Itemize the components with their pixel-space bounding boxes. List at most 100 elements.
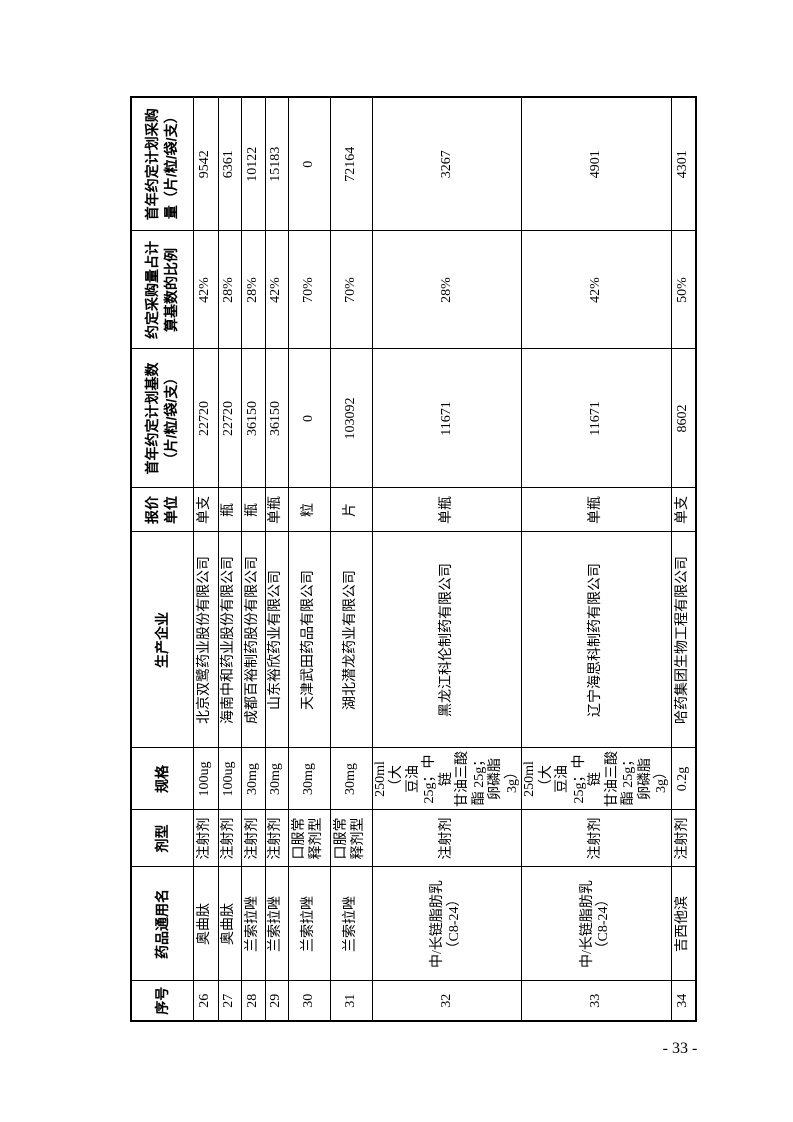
cell-purchase-qty: 6361: [218, 97, 241, 231]
cell-base-amount: 0: [288, 349, 330, 488]
cell-ratio: 42%: [265, 231, 288, 349]
cell-ratio: 28%: [218, 231, 241, 349]
cell-dosage-form: 注射剂: [521, 810, 672, 867]
cell-spec: 250ml（大 豆油 25g；中链 甘油三酸 酯 25g； 卵磷脂 3g）: [372, 748, 522, 810]
header-base-amount: 首年约定计划基数 （片/粒/袋/支）: [131, 349, 193, 488]
cell-serial: 30: [288, 981, 330, 1021]
rotated-table-canvas: 序号 药品通用名 剂型 规格 生产企业 报价 单位 首年约定计划基数 （片/粒/…: [130, 96, 698, 1022]
cell-manufacturer: 湖北潜龙药业有限公司: [330, 532, 372, 748]
cell-ratio: 50%: [671, 231, 697, 349]
cell-serial: 27: [218, 981, 241, 1021]
table-row-28: 28 兰索拉唑 注射剂 30mg 成都百裕制药股份有限公司 瓶 36150 28…: [241, 97, 265, 1021]
cell-ratio: 42%: [521, 231, 672, 349]
cell-drug-name: 兰索拉唑: [265, 867, 288, 981]
cell-dosage-form: 注射剂: [265, 810, 288, 867]
cell-spec: 30mg: [241, 748, 265, 810]
table-header-row: 序号 药品通用名 剂型 规格 生产企业 报价 单位 首年约定计划基数 （片/粒/…: [131, 97, 193, 1021]
cell-quote-unit: 片: [330, 488, 372, 532]
cell-drug-name: 兰索拉唑: [288, 867, 330, 981]
cell-spec: 30mg: [330, 748, 372, 810]
header-ratio: 约定采购量占计 算基数的比例: [131, 231, 193, 349]
cell-ratio: 70%: [288, 231, 330, 349]
cell-serial: 26: [193, 981, 218, 1021]
cell-manufacturer: 哈药集团生物工程有限公司: [671, 532, 697, 748]
cell-manufacturer: 天津武田药品有限公司: [288, 532, 330, 748]
cell-spec: 0.2g: [671, 748, 697, 810]
cell-spec: 30mg: [265, 748, 288, 810]
cell-quote-unit: 单瓶: [521, 488, 672, 532]
cell-dosage-form: 口服常 释剂型: [288, 810, 330, 867]
cell-base-amount: 103092: [330, 349, 372, 488]
cell-dosage-form: 注射剂: [218, 810, 241, 867]
cell-spec: 100ug: [218, 748, 241, 810]
cell-spec: 30mg: [288, 748, 330, 810]
cell-manufacturer: 辽宁海思科制药有限公司: [521, 532, 672, 748]
cell-purchase-qty: 3267: [372, 97, 522, 231]
table-row-27: 27 奥曲肽 注射剂 100ug 海南中和药业股份有限公司 瓶 22720 28…: [218, 97, 241, 1021]
procurement-table: 序号 药品通用名 剂型 规格 生产企业 报价 单位 首年约定计划基数 （片/粒/…: [130, 96, 698, 1022]
cell-drug-name: 奥曲肽: [193, 867, 218, 981]
table-row-26: 26 奥曲肽 注射剂 100ug 北京双鹭药业股份有限公司 单支 22720 4…: [193, 97, 218, 1021]
cell-manufacturer: 黑龙江科伦制药有限公司: [372, 532, 522, 748]
cell-ratio: 28%: [372, 231, 522, 349]
cell-serial: 33: [521, 981, 672, 1021]
table-row-34: 34 吉西他滨 注射剂 0.2g 哈药集团生物工程有限公司 单支 8602 50…: [671, 97, 697, 1021]
cell-purchase-qty: 72164: [330, 97, 372, 231]
cell-base-amount: 22720: [218, 349, 241, 488]
cell-serial: 32: [372, 981, 522, 1021]
cell-purchase-qty: 9542: [193, 97, 218, 231]
page-number: - 33 -: [662, 1040, 698, 1057]
table-row-29: 29 兰索拉唑 注射剂 30mg 山东裕欣药业有限公司 单瓶 36150 42%…: [265, 97, 288, 1021]
table-row-33: 33 中/长链脂肪乳 （C8-24） 注射剂 250ml（大 豆油 25g；中链…: [521, 97, 672, 1021]
cell-purchase-qty: 4901: [521, 97, 672, 231]
cell-quote-unit: 瓶: [218, 488, 241, 532]
cell-drug-name: 中/长链脂肪乳 （C8-24）: [521, 867, 672, 981]
cell-base-amount: 11671: [372, 349, 522, 488]
cell-quote-unit: 单瓶: [372, 488, 522, 532]
cell-serial: 28: [241, 981, 265, 1021]
header-purchase-qty: 首年约定计划采购 量（片/粒/袋/支）: [131, 97, 193, 231]
cell-serial: 31: [330, 981, 372, 1021]
cell-dosage-form: 口服常 释剂型: [330, 810, 372, 867]
cell-manufacturer: 山东裕欣药业有限公司: [265, 532, 288, 748]
header-quote-unit: 报价 单位: [131, 488, 193, 532]
cell-purchase-qty: 15183: [265, 97, 288, 231]
cell-manufacturer: 成都百裕制药股份有限公司: [241, 532, 265, 748]
cell-manufacturer: 海南中和药业股份有限公司: [218, 532, 241, 748]
cell-base-amount: 8602: [671, 349, 697, 488]
cell-ratio: 70%: [330, 231, 372, 349]
cell-quote-unit: 单支: [193, 488, 218, 532]
header-dosage-form: 剂型: [131, 810, 193, 867]
cell-base-amount: 36150: [265, 349, 288, 488]
cell-base-amount: 22720: [193, 349, 218, 488]
header-spec: 规格: [131, 748, 193, 810]
cell-dosage-form: 注射剂: [372, 810, 522, 867]
cell-quote-unit: 单支: [671, 488, 697, 532]
cell-quote-unit: 粒: [288, 488, 330, 532]
table-row-30: 30 兰索拉唑 口服常 释剂型 30mg 天津武田药品有限公司 粒 0 70% …: [288, 97, 330, 1021]
header-manufacturer: 生产企业: [131, 532, 193, 748]
cell-drug-name: 兰索拉唑: [241, 867, 265, 981]
cell-drug-name: 中/长链脂肪乳 （C8-24）: [372, 867, 522, 981]
cell-quote-unit: 瓶: [241, 488, 265, 532]
cell-manufacturer: 北京双鹭药业股份有限公司: [193, 532, 218, 748]
cell-purchase-qty: 10122: [241, 97, 265, 231]
header-serial: 序号: [131, 981, 193, 1021]
cell-drug-name: 兰索拉唑: [330, 867, 372, 981]
cell-drug-name: 奥曲肽: [218, 867, 241, 981]
cell-dosage-form: 注射剂: [241, 810, 265, 867]
cell-dosage-form: 注射剂: [193, 810, 218, 867]
cell-serial: 29: [265, 981, 288, 1021]
cell-serial: 34: [671, 981, 697, 1021]
header-drug-name: 药品通用名: [131, 867, 193, 981]
cell-base-amount: 36150: [241, 349, 265, 488]
rotated-table-region: 序号 药品通用名 剂型 规格 生产企业 报价 单位 首年约定计划基数 （片/粒/…: [130, 96, 698, 1022]
cell-base-amount: 11671: [521, 349, 672, 488]
cell-spec: 250ml（大 豆油 25g；中链 甘油三酸 酯 25g； 卵磷脂 3g）: [521, 748, 672, 810]
cell-dosage-form: 注射剂: [671, 810, 697, 867]
cell-spec: 100ug: [193, 748, 218, 810]
cell-ratio: 42%: [193, 231, 218, 349]
cell-quote-unit: 单瓶: [265, 488, 288, 532]
table-row-32: 32 中/长链脂肪乳 （C8-24） 注射剂 250ml（大 豆油 25g；中链…: [372, 97, 522, 1021]
